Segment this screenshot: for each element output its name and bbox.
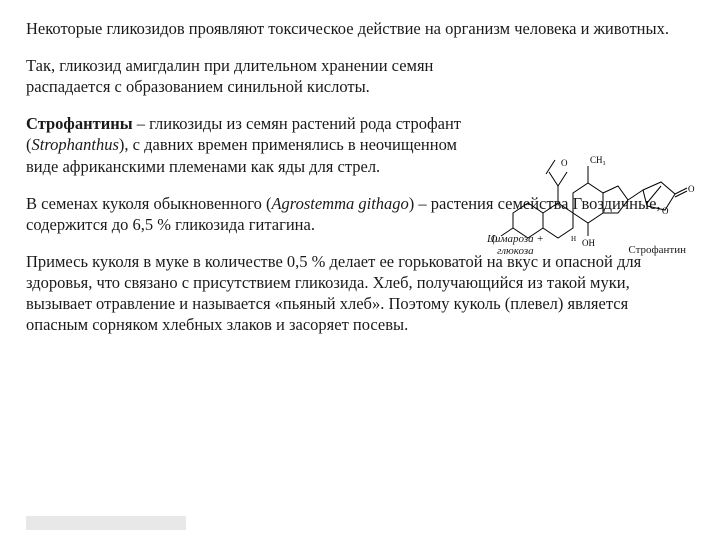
caption-left-line1: Цимароза + [487,233,544,245]
label-ch3: CH₃ [590,155,606,165]
paragraph-5: Примесь куколя в муке в количестве 0,5 %… [26,251,694,335]
label-o-dbl: O [688,184,695,194]
term-strophantiny: Строфантины [26,114,133,133]
latin-strophanthus: Strophanthus [32,135,119,154]
paragraph-3: Строфантины – гликозиды из семян растени… [26,113,486,176]
caption-left-line2: глюкоза [497,245,534,257]
label-o-ring: O [662,206,669,216]
figure-caption-right: Строфантин [628,243,686,257]
label-h: H [571,235,576,243]
paragraph-2: Так, гликозид амигдалин при длительном х… [26,55,486,97]
label-o-top: O [561,158,568,168]
paragraph-1: Некоторые гликозидов проявляют токсическ… [26,18,694,39]
slide: Некоторые гликозидов проявляют токсическ… [0,0,720,540]
chemical-structure-figure: CH₃ O OH H O O O Цимароза + глюкоза [483,108,698,263]
p4-text-a: В семенах куколя обыкновенного ( [26,194,271,213]
footer-accent-bar [26,516,186,530]
strophanthin-structure-icon: CH₃ O OH H O O O [483,108,698,248]
latin-agrostemma: Agrostemma githago [271,194,408,213]
label-oh: OH [582,238,595,248]
figure-caption-left: Цимароза + глюкоза [487,233,544,257]
